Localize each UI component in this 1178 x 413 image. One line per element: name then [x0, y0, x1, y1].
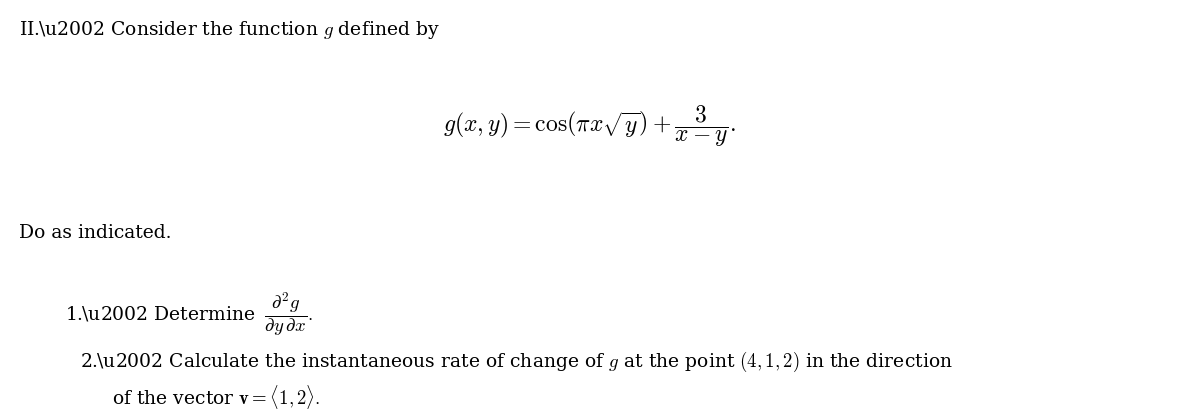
Text: 1.\u2002 Determine $\;\dfrac{\partial^2 g}{\partial y\,\partial x}.$: 1.\u2002 Determine $\;\dfrac{\partial^2 …	[65, 289, 313, 337]
Text: $g(x, y) = \cos\!\left(\pi x\sqrt{y}\right) + \dfrac{3}{x - y}.$: $g(x, y) = \cos\!\left(\pi x\sqrt{y}\rig…	[443, 103, 735, 149]
Text: of the vector $\mathbf{v} = \langle 1, 2\rangle.$: of the vector $\mathbf{v} = \langle 1, 2…	[112, 382, 320, 410]
Text: Do as indicated.: Do as indicated.	[19, 223, 171, 241]
Text: II.\u2002 Consider the function $g$ defined by: II.\u2002 Consider the function $g$ defi…	[19, 19, 439, 40]
Text: 2.\u2002 Calculate the instantaneous rate of change of $g$ at the point $(4, 1, : 2.\u2002 Calculate the instantaneous rat…	[80, 349, 953, 373]
